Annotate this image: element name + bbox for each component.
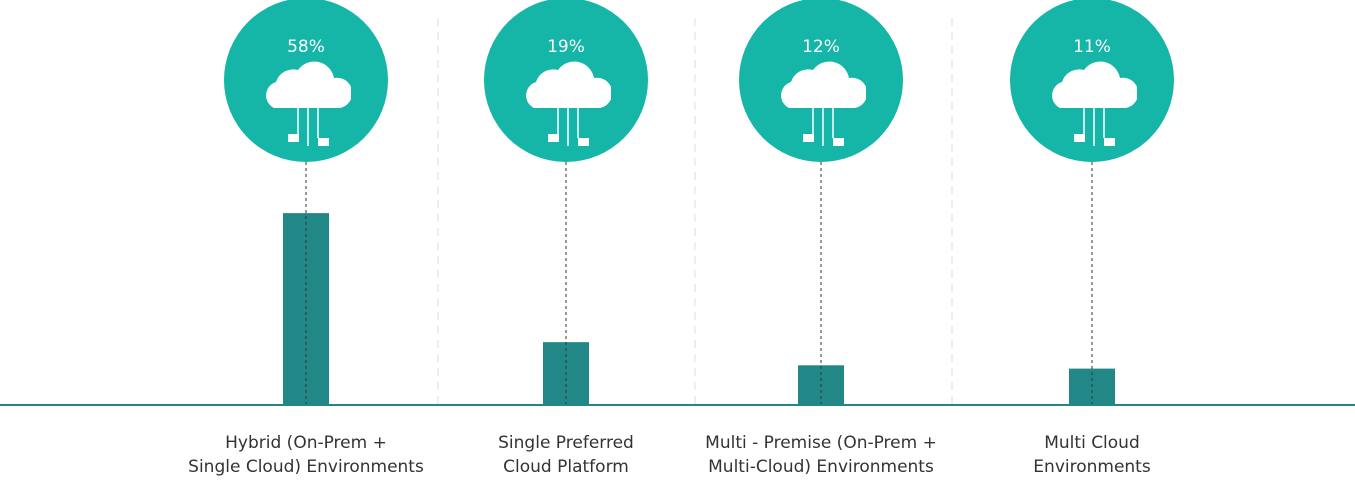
value-label: 12% (802, 37, 840, 57)
category-label: Multi - Premise (On-Prem + Multi-Cloud) … (705, 433, 937, 477)
category-label: Multi Cloud Environments (1033, 433, 1151, 477)
value-label: 19% (547, 37, 585, 57)
category-label: Single Preferred Cloud Platform (498, 433, 634, 477)
value-label: 11% (1073, 37, 1111, 57)
category-label: Hybrid (On-Prem + Single Cloud) Environm… (188, 433, 424, 477)
value-label: 58% (287, 37, 325, 57)
